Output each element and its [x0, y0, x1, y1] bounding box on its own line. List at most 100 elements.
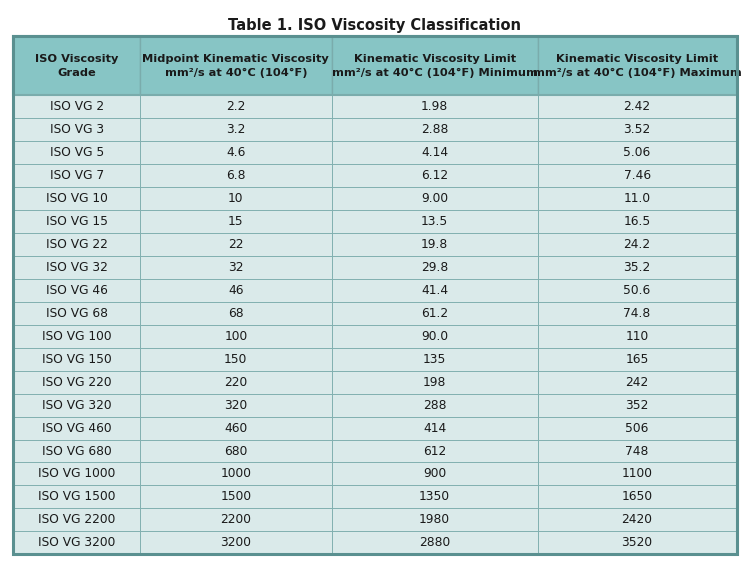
Text: 2.88: 2.88	[421, 123, 448, 136]
Bar	[538, 531, 736, 554]
Text: ISO VG 100: ISO VG 100	[42, 330, 112, 343]
Bar	[140, 256, 332, 279]
Text: 6.12: 6.12	[421, 169, 448, 182]
Bar	[332, 210, 538, 233]
Bar	[538, 233, 736, 256]
Bar	[538, 210, 736, 233]
Bar	[13, 417, 140, 440]
Text: 460: 460	[224, 421, 248, 435]
Text: ISO VG 1500: ISO VG 1500	[38, 490, 116, 503]
Text: 220: 220	[224, 376, 248, 389]
Text: 50.6: 50.6	[623, 284, 651, 297]
Bar	[332, 417, 538, 440]
Bar	[13, 118, 140, 141]
Text: 68: 68	[228, 307, 244, 320]
Bar	[332, 36, 538, 95]
Text: ISO VG 46: ISO VG 46	[46, 284, 108, 297]
Text: 3200: 3200	[220, 536, 251, 549]
Bar	[140, 325, 332, 348]
Bar	[140, 348, 332, 371]
Bar	[140, 95, 332, 118]
Text: 46: 46	[228, 284, 244, 297]
Bar	[538, 279, 736, 302]
Text: 1.98: 1.98	[421, 100, 448, 113]
Bar	[538, 394, 736, 417]
Text: 1500: 1500	[220, 490, 251, 503]
Bar	[332, 118, 538, 141]
Bar	[13, 256, 140, 279]
Bar	[538, 325, 736, 348]
Bar	[538, 417, 736, 440]
Text: 2.42: 2.42	[623, 100, 651, 113]
Text: 680: 680	[224, 444, 248, 458]
Text: 16.5: 16.5	[623, 215, 651, 228]
Bar	[13, 210, 140, 233]
Text: 1650: 1650	[622, 490, 652, 503]
Bar	[140, 440, 332, 462]
Bar	[332, 394, 538, 417]
Text: 6.8: 6.8	[226, 169, 245, 182]
Text: 9.00: 9.00	[421, 192, 448, 205]
Bar	[140, 531, 332, 554]
Text: 13.5: 13.5	[421, 215, 448, 228]
Bar	[140, 279, 332, 302]
Text: 288: 288	[423, 399, 446, 412]
Text: ISO VG 1000: ISO VG 1000	[38, 467, 116, 480]
Bar	[332, 440, 538, 462]
Text: Midpoint Kinematic Viscosity
mm²/s at 40°C (104°F): Midpoint Kinematic Viscosity mm²/s at 40…	[142, 54, 329, 77]
Bar	[13, 508, 140, 531]
Bar	[13, 233, 140, 256]
Bar	[538, 118, 736, 141]
Text: 24.2: 24.2	[623, 238, 651, 251]
Bar	[538, 141, 736, 164]
Bar	[13, 95, 140, 118]
Text: Kinematic Viscosity Limit
mm²/s at 40°C (104°F) Maximum: Kinematic Viscosity Limit mm²/s at 40°C …	[532, 54, 742, 77]
Text: ISO VG 68: ISO VG 68	[46, 307, 108, 320]
Text: 61.2: 61.2	[421, 307, 448, 320]
Bar	[332, 233, 538, 256]
Text: Kinematic Viscosity Limit
mm²/s at 40°C (104°F) Minimum: Kinematic Viscosity Limit mm²/s at 40°C …	[332, 54, 538, 77]
Bar	[140, 302, 332, 325]
Bar	[332, 302, 538, 325]
Bar	[332, 141, 538, 164]
Text: 1000: 1000	[220, 467, 251, 480]
Text: 29.8: 29.8	[421, 261, 448, 274]
Text: 15: 15	[228, 215, 244, 228]
Text: 1350: 1350	[419, 490, 450, 503]
Bar	[13, 36, 140, 95]
Text: ISO VG 2: ISO VG 2	[50, 100, 104, 113]
Bar	[538, 462, 736, 485]
Bar	[140, 187, 332, 210]
Bar	[140, 233, 332, 256]
Bar	[332, 187, 538, 210]
Bar	[140, 508, 332, 531]
Bar	[13, 279, 140, 302]
Bar	[13, 325, 140, 348]
Bar	[538, 164, 736, 187]
Text: 5.06: 5.06	[623, 146, 651, 159]
Text: 320: 320	[224, 399, 248, 412]
Bar	[13, 187, 140, 210]
Bar	[13, 462, 140, 485]
Bar	[140, 118, 332, 141]
Bar	[13, 36, 736, 95]
Bar	[13, 348, 140, 371]
Text: 612: 612	[423, 444, 446, 458]
Text: 7.46: 7.46	[623, 169, 651, 182]
Text: 3.2: 3.2	[226, 123, 245, 136]
Bar	[13, 302, 140, 325]
Text: ISO VG 10: ISO VG 10	[46, 192, 108, 205]
Bar	[332, 371, 538, 394]
Text: ISO VG 320: ISO VG 320	[42, 399, 112, 412]
Text: 506: 506	[626, 421, 649, 435]
Bar	[13, 440, 140, 462]
Text: 2.2: 2.2	[226, 100, 245, 113]
Bar	[140, 417, 332, 440]
Text: 242: 242	[626, 376, 649, 389]
Text: 22: 22	[228, 238, 244, 251]
Text: 165: 165	[626, 353, 649, 366]
Bar	[538, 348, 736, 371]
Bar	[332, 279, 538, 302]
Text: 2880: 2880	[419, 536, 450, 549]
Bar	[13, 164, 140, 187]
